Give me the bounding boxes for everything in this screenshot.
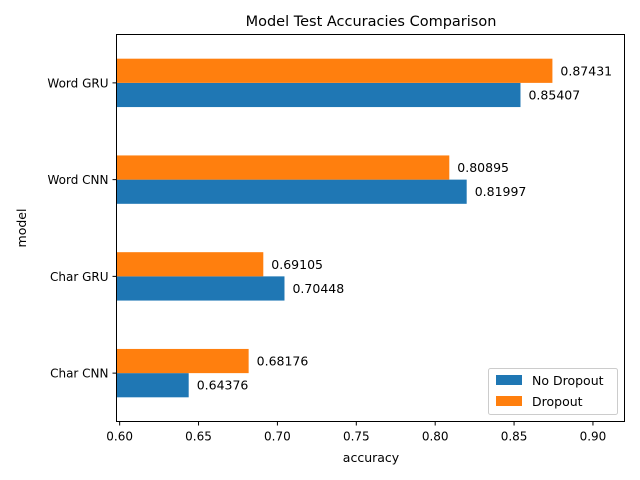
x-axis-ticks: 0.60 0.65 0.70 0.75 0.80 0.85 0.90	[106, 421, 607, 444]
plot-frame	[116, 34, 625, 422]
bars-group	[116, 58, 553, 398]
bar-char-gru-no-dropout	[116, 276, 285, 301]
x-tick-label: 0.60	[106, 430, 133, 444]
x-tick-label: 0.65	[185, 430, 212, 444]
y-axis-ticks: Char CNN Char GRU Word CNN Word GRU	[47, 76, 117, 381]
bar-char-cnn-no-dropout	[116, 373, 189, 398]
legend-swatch-dropout	[496, 396, 522, 406]
y-tick-label-word-gru: Word GRU	[47, 76, 108, 90]
x-tick-label: 0.90	[580, 430, 607, 444]
x-tick-label: 0.80	[422, 430, 449, 444]
legend-label-dropout: Dropout	[532, 394, 583, 409]
data-labels-group: 0.64376 0.68176 0.70448 0.69105 0.81997 0.808…	[197, 63, 612, 392]
bar-word-cnn-dropout	[116, 155, 450, 180]
y-tick-label-char-cnn: Char CNN	[50, 367, 108, 381]
bar-char-cnn-dropout	[116, 348, 249, 374]
data-label-char-cnn-no-dropout: 0.64376	[197, 378, 249, 393]
legend-swatch-no-dropout	[496, 375, 522, 385]
y-tick-label-char-gru: Char GRU	[50, 270, 109, 284]
data-label-word-gru-no-dropout: 0.85407	[528, 87, 580, 102]
data-label-char-cnn-dropout: 0.68176	[257, 354, 309, 369]
legend: No Dropout Dropout	[488, 368, 618, 415]
data-label-char-gru-no-dropout: 0.70448	[292, 281, 344, 296]
bar-word-gru-dropout	[116, 58, 553, 83]
bar-word-gru-no-dropout	[116, 82, 521, 108]
data-label-word-gru-dropout: 0.87431	[560, 63, 612, 78]
x-tick-label: 0.75	[343, 430, 370, 444]
data-label-word-cnn-no-dropout: 0.81997	[475, 184, 527, 199]
legend-label-no-dropout: No Dropout	[532, 373, 604, 388]
bar-word-cnn-no-dropout	[116, 179, 467, 204]
x-axis-label: accuracy	[343, 450, 400, 465]
data-label-char-gru-dropout: 0.69105	[271, 257, 323, 272]
x-tick-label: 0.85	[501, 430, 528, 444]
data-label-word-cnn-dropout: 0.80895	[457, 160, 509, 175]
y-tick-label-word-cnn: Word CNN	[48, 173, 109, 187]
bar-char-gru-dropout	[116, 252, 264, 277]
x-tick-label: 0.70	[264, 430, 291, 444]
y-axis-label: model	[14, 209, 29, 248]
chart-title: Model Test Accuracies Comparison	[246, 14, 497, 30]
